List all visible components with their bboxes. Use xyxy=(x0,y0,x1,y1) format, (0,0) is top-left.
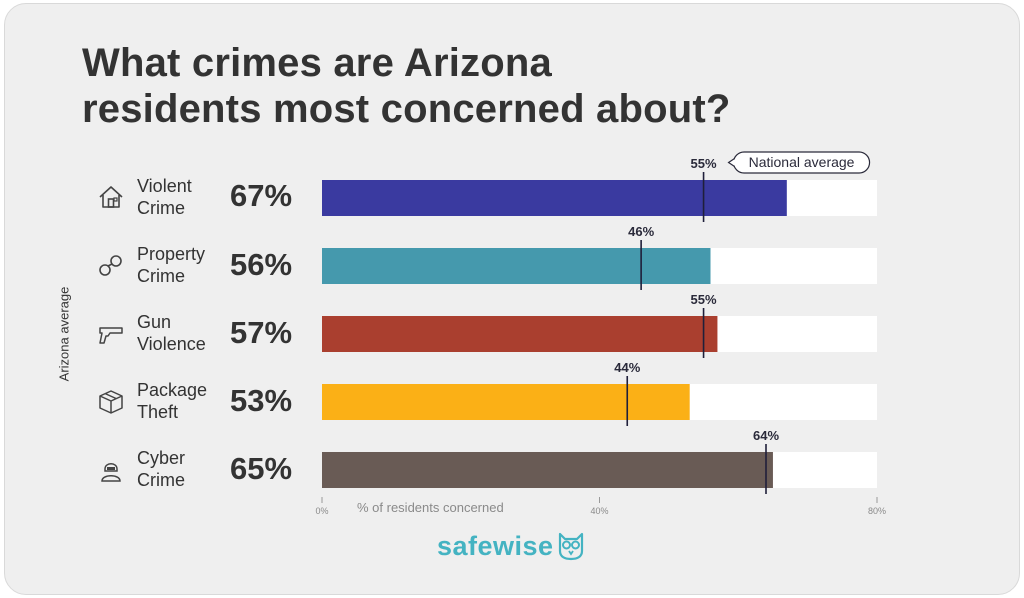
logo-text: safewise xyxy=(437,530,554,561)
category-label-package-theft: Package Theft xyxy=(137,379,227,423)
bar-gun-violence xyxy=(322,316,718,352)
chart-card xyxy=(4,3,1020,595)
owl-icon xyxy=(558,532,583,561)
gun-icon xyxy=(99,327,123,344)
value-label-property-crime: 56% xyxy=(230,247,293,282)
national-average-label-property-crime: 46% xyxy=(628,224,654,239)
x-tick-label: 40% xyxy=(590,506,608,516)
national-average-label-package-theft: 44% xyxy=(614,360,640,375)
category-label-violent-crime: Violent Crime xyxy=(137,175,227,219)
bar-property-crime xyxy=(322,248,711,284)
category-label-line: Cyber xyxy=(137,448,186,468)
x-tick-label: 80% xyxy=(868,506,886,516)
chart-title-line-2: residents most concerned about? xyxy=(82,87,731,131)
safewise-logo: safewise xyxy=(437,530,585,562)
category-label-line: Violent xyxy=(137,176,192,196)
category-label-line: Crime xyxy=(137,470,185,490)
category-label-line: Gun xyxy=(137,312,172,332)
national-average-callout-text: National average xyxy=(749,154,855,170)
national-average-callout-pointer xyxy=(727,158,735,167)
x-axis-label: % of residents concerned xyxy=(357,500,504,515)
category-label-line: Property xyxy=(137,244,206,264)
x-tick-label: 0% xyxy=(315,506,328,516)
value-label-violent-crime: 67% xyxy=(230,178,293,213)
category-label-cyber-crime: Cyber Crime xyxy=(137,447,227,491)
value-label-cyber-crime: 65% xyxy=(230,451,293,486)
category-label-line: Crime xyxy=(137,198,185,218)
national-average-label-cyber-crime: 64% xyxy=(753,428,779,443)
category-label-gun-violence: Gun Violence xyxy=(137,311,227,355)
national-average-label-gun-violence: 55% xyxy=(691,292,717,307)
category-label-line: Violence xyxy=(137,334,206,354)
package-icon xyxy=(99,390,123,414)
value-label-package-theft: 53% xyxy=(230,383,293,418)
chart-title: What crimes are Arizona residents most c… xyxy=(82,40,842,132)
bar-cyber-crime xyxy=(322,452,773,488)
category-label-line: Package xyxy=(137,380,208,400)
handcuffs-icon xyxy=(99,255,122,276)
hacker-icon xyxy=(101,463,121,482)
bar-package-theft xyxy=(322,384,690,420)
category-label-property-crime: Property Crime xyxy=(137,243,227,287)
category-label-line: Crime xyxy=(137,266,185,286)
bar-violent-crime xyxy=(322,180,787,216)
house-icon xyxy=(99,186,123,208)
national-average-label-violent-crime: 55% xyxy=(691,156,717,171)
value-label-gun-violence: 57% xyxy=(230,315,293,350)
category-label-line: Theft xyxy=(137,402,179,422)
chart-title-line-1: What crimes are Arizona xyxy=(82,41,552,85)
